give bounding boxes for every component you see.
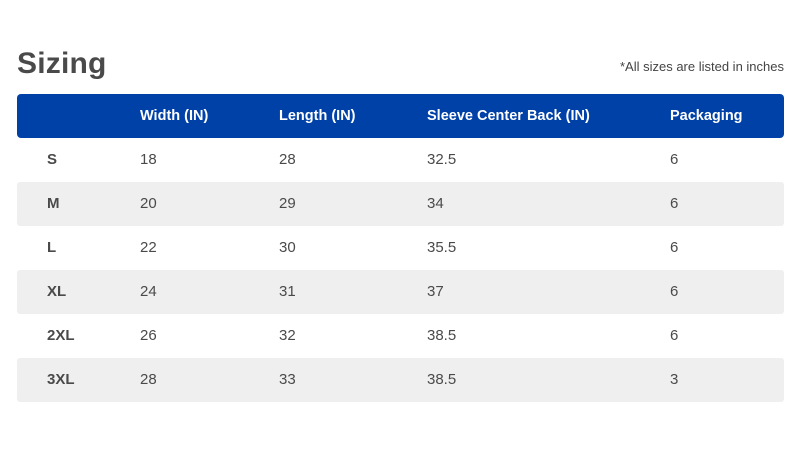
length-cell: 31 [279, 283, 296, 300]
sleeve-cell: 37 [427, 283, 444, 300]
size-cell: L [47, 239, 57, 256]
table-row: S 18 28 32.5 6 [17, 138, 784, 182]
packaging-cell: 6 [670, 195, 679, 212]
length-cell: 29 [279, 195, 296, 212]
width-cell: 28 [140, 371, 157, 388]
packaging-cell: 6 [670, 327, 679, 344]
size-cell: S [47, 151, 58, 168]
length-cell: 30 [279, 239, 296, 256]
packaging-cell: 6 [670, 239, 679, 256]
packaging-cell: 6 [670, 151, 679, 168]
column-header-length: Length (IN) [279, 108, 356, 124]
width-cell: 18 [140, 151, 157, 168]
length-cell: 28 [279, 151, 296, 168]
units-note: *All sizes are listed in inches [619, 59, 784, 74]
table-row: 3XL 28 33 38.5 3 [17, 358, 784, 402]
section-header: Sizing *All sizes are listed in inches [17, 44, 784, 84]
sleeve-cell: 32.5 [427, 151, 457, 168]
column-header-width: Width (IN) [140, 108, 209, 124]
length-cell: 32 [279, 327, 296, 344]
size-cell: 3XL [47, 371, 75, 388]
width-cell: 22 [140, 239, 157, 256]
width-cell: 26 [140, 327, 157, 344]
table-header: Width (IN) Length (IN) Sleeve Center Bac… [17, 94, 784, 138]
sizing-table: Width (IN) Length (IN) Sleeve Center Bac… [17, 94, 784, 402]
column-header-sleeve: Sleeve Center Back (IN) [427, 108, 590, 124]
sleeve-cell: 38.5 [427, 371, 457, 388]
width-cell: 24 [140, 283, 157, 300]
table-row: XL 24 31 37 6 [17, 270, 784, 314]
table-row: M 20 29 34 6 [17, 182, 784, 226]
size-cell: XL [47, 283, 67, 300]
size-cell: M [47, 195, 60, 212]
sleeve-cell: 35.5 [427, 239, 457, 256]
page-title: Sizing [17, 47, 107, 80]
table-row: L 22 30 35.5 6 [17, 226, 784, 270]
packaging-cell: 3 [670, 371, 679, 388]
packaging-cell: 6 [670, 283, 679, 300]
size-cell: 2XL [47, 327, 75, 344]
width-cell: 20 [140, 195, 157, 212]
sleeve-cell: 38.5 [427, 327, 457, 344]
column-header-packaging: Packaging [670, 108, 743, 124]
table-row: 2XL 26 32 38.5 6 [17, 314, 784, 358]
sleeve-cell: 34 [427, 195, 444, 212]
length-cell: 33 [279, 371, 296, 388]
